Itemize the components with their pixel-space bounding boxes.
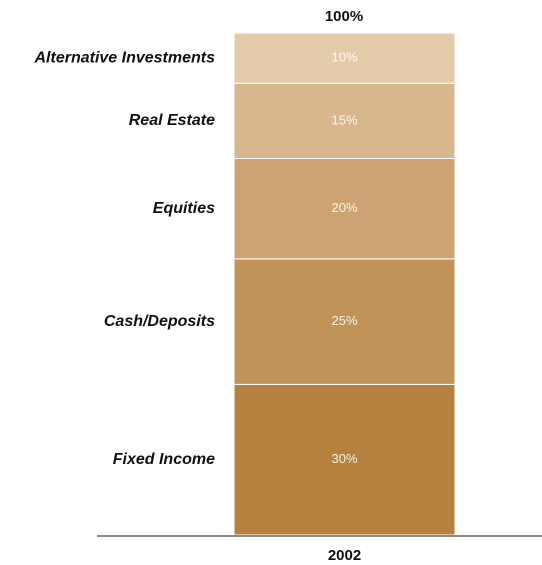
value-label: 20%	[331, 200, 357, 215]
series-label: Fixed Income	[113, 451, 215, 468]
bar-segment	[233, 258, 456, 385]
bar-segment	[233, 32, 456, 84]
value-label: 30%	[331, 451, 357, 466]
series-label: Equities	[153, 200, 215, 217]
series-label: Alternative Investments	[33, 49, 215, 66]
series-label: Real Estate	[129, 112, 215, 129]
bar-segment	[233, 383, 456, 536]
value-label: 25%	[331, 313, 357, 328]
series-label: Cash/Deposits	[104, 313, 215, 330]
x-tick-label: 2002	[328, 547, 361, 564]
bar-segment	[233, 82, 456, 159]
value-label: 15%	[331, 112, 357, 127]
value-label: 10%	[331, 50, 357, 65]
total-label: 100%	[325, 8, 363, 25]
